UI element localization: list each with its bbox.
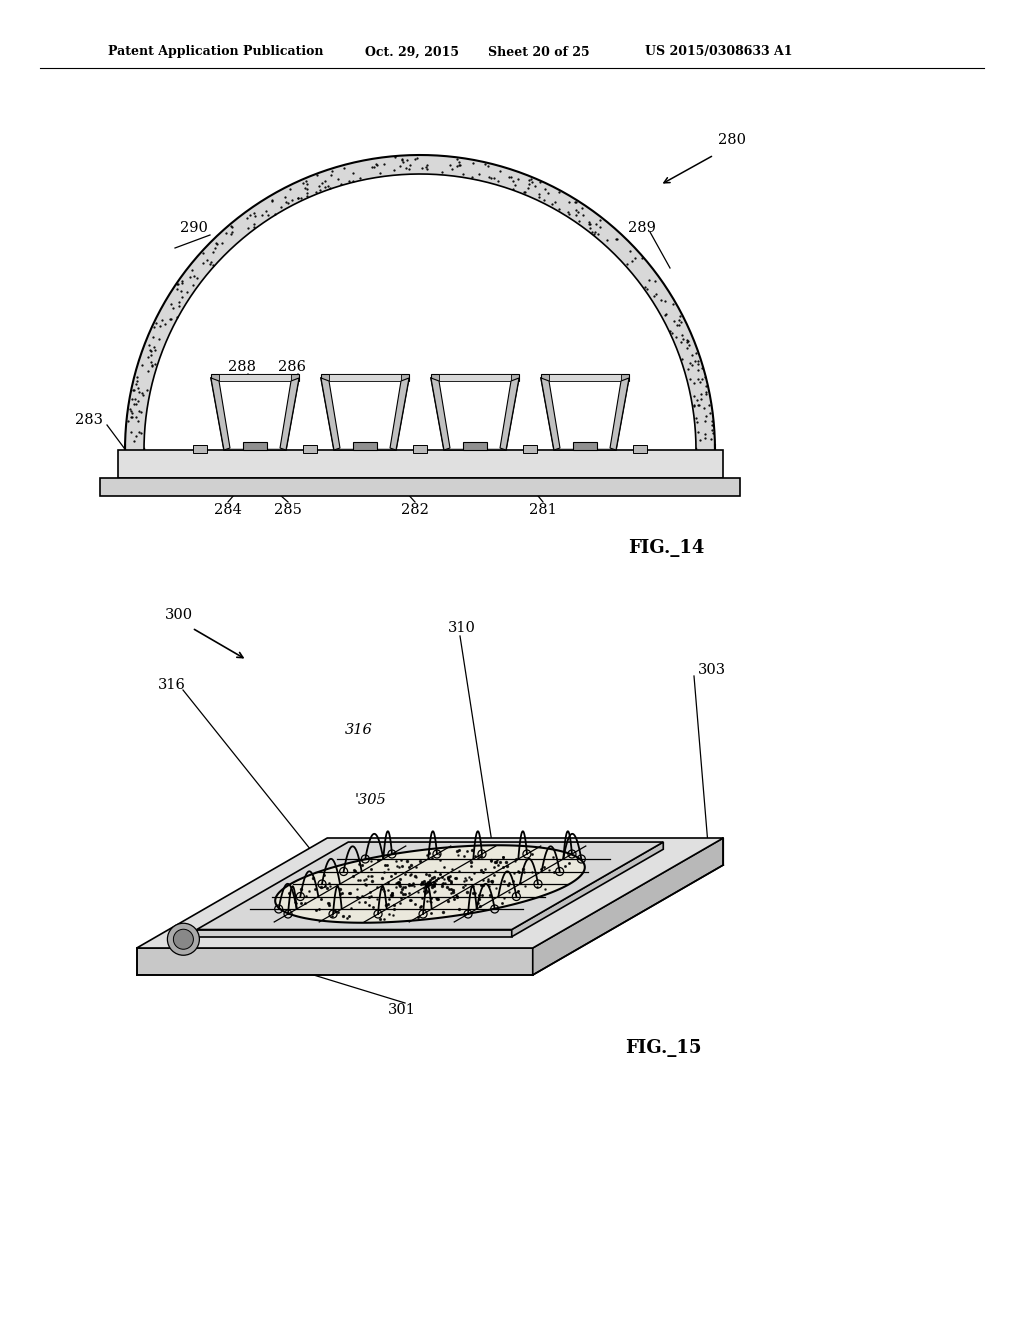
Bar: [463, 442, 487, 450]
Polygon shape: [541, 378, 629, 450]
Text: 300: 300: [165, 609, 194, 622]
Text: FIG._14: FIG._14: [628, 539, 705, 557]
Bar: [243, 442, 267, 450]
Text: 290: 290: [180, 220, 208, 235]
Bar: [329, 374, 401, 381]
Polygon shape: [197, 842, 664, 929]
Bar: [573, 442, 597, 450]
Text: 310: 310: [449, 620, 476, 635]
Polygon shape: [431, 378, 519, 450]
Text: 301: 301: [388, 1003, 416, 1016]
Text: Oct. 29, 2015: Oct. 29, 2015: [365, 45, 459, 58]
Polygon shape: [541, 378, 560, 450]
Bar: [303, 445, 317, 453]
Bar: [431, 374, 519, 381]
Bar: [413, 445, 427, 453]
Bar: [353, 442, 377, 450]
Polygon shape: [512, 842, 664, 937]
Polygon shape: [610, 378, 629, 450]
Bar: [193, 445, 207, 453]
Text: 283: 283: [75, 413, 103, 426]
Polygon shape: [390, 378, 409, 450]
Polygon shape: [211, 378, 230, 450]
Text: 303: 303: [698, 663, 726, 677]
Polygon shape: [532, 838, 723, 975]
Polygon shape: [321, 378, 409, 450]
Text: 281: 281: [529, 503, 557, 517]
Polygon shape: [439, 381, 511, 447]
Bar: [211, 374, 299, 381]
Bar: [100, 478, 740, 496]
Text: '305: '305: [355, 793, 387, 807]
Text: 316: 316: [158, 678, 186, 692]
Bar: [439, 374, 511, 381]
Text: 280: 280: [718, 133, 746, 147]
Polygon shape: [137, 948, 532, 975]
Bar: [321, 374, 409, 381]
Polygon shape: [211, 378, 299, 450]
Text: Sheet 20 of 25: Sheet 20 of 25: [488, 45, 590, 58]
Polygon shape: [329, 381, 401, 447]
Polygon shape: [137, 838, 723, 948]
Text: 316: 316: [345, 723, 373, 737]
Polygon shape: [125, 154, 715, 450]
Polygon shape: [549, 381, 621, 447]
Text: 282: 282: [401, 503, 429, 517]
Text: 286: 286: [278, 360, 306, 374]
Text: 302: 302: [567, 855, 595, 869]
Text: Patent Application Publication: Patent Application Publication: [108, 45, 324, 58]
Bar: [549, 374, 621, 381]
Polygon shape: [431, 378, 450, 450]
Circle shape: [167, 923, 200, 956]
Bar: [523, 445, 537, 453]
Polygon shape: [280, 378, 299, 450]
Polygon shape: [197, 929, 512, 937]
Bar: [541, 374, 629, 381]
Circle shape: [173, 929, 194, 949]
Text: US 2015/0308633 A1: US 2015/0308633 A1: [645, 45, 793, 58]
Polygon shape: [321, 378, 340, 450]
Polygon shape: [275, 845, 585, 923]
Text: FIG._15: FIG._15: [625, 1039, 701, 1057]
Bar: [633, 445, 647, 453]
Text: 288: 288: [228, 360, 256, 374]
Text: 285: 285: [274, 503, 302, 517]
Text: 289: 289: [628, 220, 656, 235]
Polygon shape: [219, 381, 291, 447]
Bar: [219, 374, 291, 381]
Text: 284: 284: [214, 503, 242, 517]
Bar: [118, 450, 723, 478]
Polygon shape: [500, 378, 519, 450]
